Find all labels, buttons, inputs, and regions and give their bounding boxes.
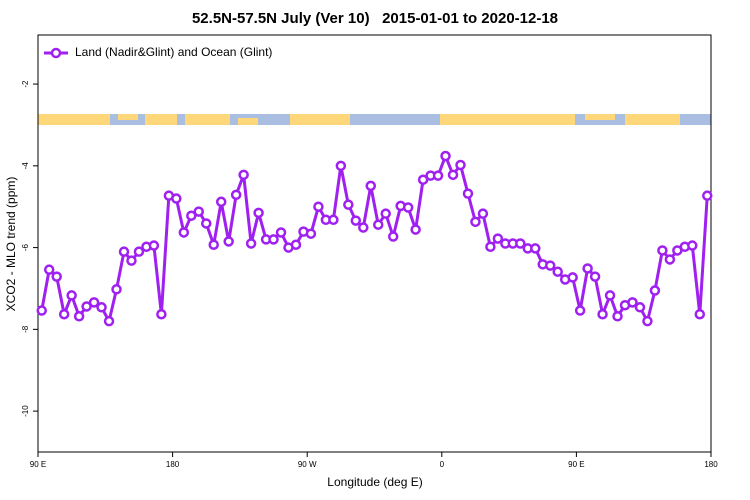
- data-point: [582, 263, 593, 274]
- y-tick-label: -4: [21, 162, 30, 170]
- data-point: [365, 180, 377, 192]
- data-point: [372, 219, 384, 230]
- data-point: [253, 207, 264, 219]
- y-axis-label: XCO2 - MLO trend (ppm): [4, 177, 18, 312]
- data-point: [515, 238, 526, 249]
- x-tick-label: 90 W: [298, 460, 317, 469]
- data-point: [245, 238, 257, 249]
- data-point: [634, 302, 646, 313]
- data-point: [470, 216, 481, 228]
- data-point: [440, 150, 451, 162]
- data-point: [81, 301, 92, 312]
- data-point: [627, 297, 638, 308]
- x-tick-label: 180: [704, 460, 718, 469]
- y-tick-label: -8: [21, 325, 30, 333]
- data-point: [103, 315, 115, 327]
- data-point: [118, 246, 130, 257]
- data-point: [171, 193, 182, 204]
- data-point: [432, 170, 444, 181]
- data-point: [178, 227, 190, 238]
- data-point: [410, 224, 421, 235]
- x-tick-label: 90 E: [568, 460, 584, 469]
- data-point: [208, 239, 219, 250]
- data-point: [305, 228, 317, 239]
- data-point: [574, 305, 586, 316]
- data-point: [335, 160, 347, 172]
- data-point: [552, 266, 563, 277]
- data-point: [642, 315, 653, 327]
- data-point: [148, 240, 160, 251]
- data-point: [402, 202, 414, 213]
- data-point: [88, 297, 100, 308]
- data-point: [223, 236, 234, 247]
- data-point: [649, 285, 661, 296]
- data-point: [313, 201, 324, 212]
- data-point: [380, 208, 391, 219]
- data-point: [111, 284, 122, 295]
- data-point: [455, 159, 466, 171]
- x-tick-label: 90 E: [30, 460, 46, 469]
- data-point: [417, 174, 429, 185]
- data-point: [387, 231, 399, 242]
- land-ocean-strip: [38, 114, 711, 125]
- data-point: [358, 222, 369, 233]
- data-point: [694, 308, 706, 320]
- x-axis-label: Longitude (deg E): [327, 475, 422, 489]
- data-point: [477, 208, 489, 219]
- data-point: [657, 245, 668, 256]
- data-point: [687, 240, 698, 251]
- data-point: [133, 246, 145, 257]
- data-point: [66, 290, 77, 301]
- data-point: [51, 271, 62, 282]
- y-tick-label: -10: [21, 405, 30, 417]
- data-point: [73, 311, 85, 322]
- y-tick-label: -6: [21, 243, 30, 251]
- data-point: [58, 308, 70, 320]
- data-point: [485, 241, 496, 253]
- data-point: [492, 233, 504, 244]
- data-point: [230, 189, 242, 201]
- data-point: [193, 206, 205, 217]
- data-point: [612, 311, 623, 322]
- x-tick-label: 180: [166, 460, 180, 469]
- data-point: [664, 254, 676, 265]
- data-point: [43, 264, 55, 275]
- data-point: [589, 271, 601, 282]
- data-point: [702, 190, 713, 201]
- data-point: [343, 199, 354, 210]
- data-point: [350, 215, 362, 226]
- legend-marker: [50, 47, 62, 59]
- data-point: [530, 243, 541, 254]
- x-tick-label: 0: [440, 460, 445, 469]
- data-point: [238, 169, 249, 181]
- data-point: [201, 218, 212, 229]
- chart-title: 52.5N-57.5N July (Ver 10) 2015-01-01 to …: [192, 10, 558, 27]
- data-point: [275, 227, 287, 238]
- data-point: [215, 196, 227, 208]
- data-point: [447, 169, 459, 181]
- data-point: [96, 302, 107, 313]
- data-point: [156, 308, 167, 320]
- data-point: [290, 239, 302, 250]
- data-point: [126, 255, 137, 266]
- data-point: [597, 308, 608, 320]
- data-point: [567, 272, 578, 283]
- data-point: [544, 260, 556, 271]
- data-point: [462, 188, 474, 199]
- data-point: [604, 290, 616, 301]
- legend-label: Land (Nadir&Glint) and Ocean (Glint): [75, 45, 272, 59]
- data-point: [328, 214, 339, 226]
- plot-frame: [37, 34, 712, 453]
- data-point: [186, 210, 197, 221]
- data-point: [36, 305, 47, 316]
- data-point: [268, 234, 279, 245]
- y-tick-label: -2: [21, 80, 30, 88]
